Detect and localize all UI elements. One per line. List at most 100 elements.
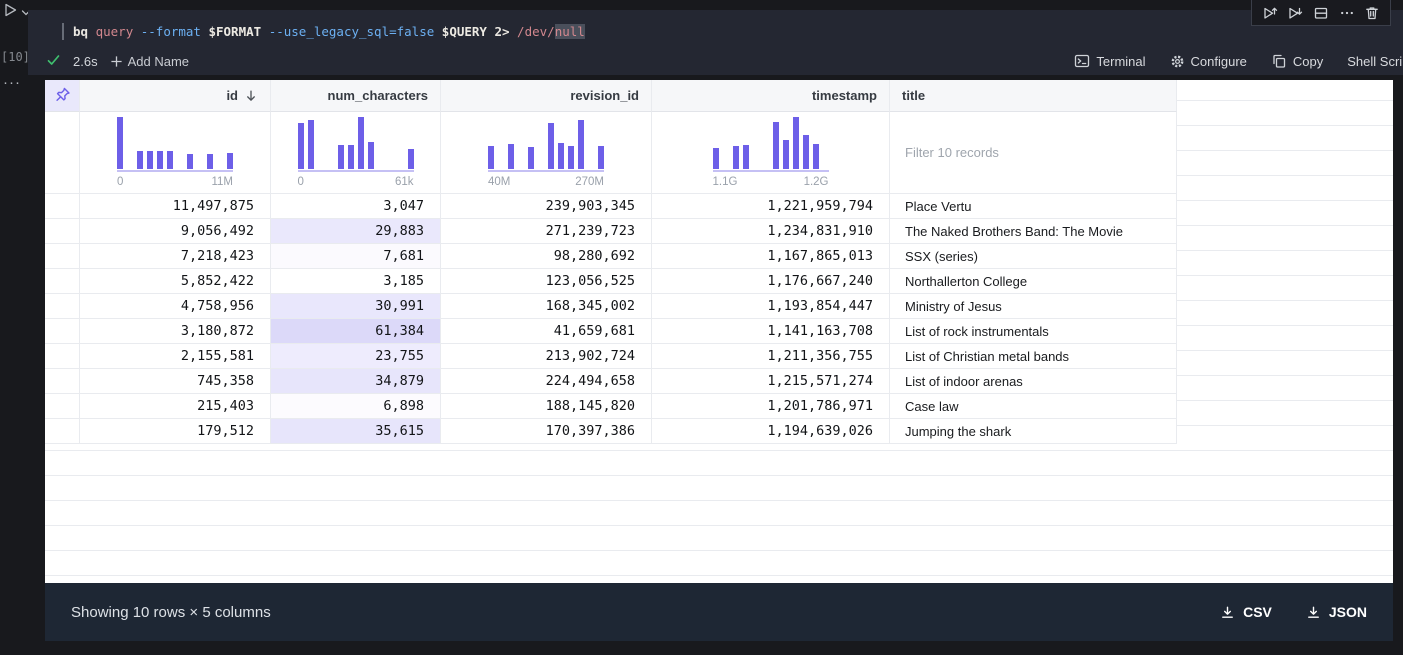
cell-timestamp[interactable]: 1,176,667,240 xyxy=(652,269,890,294)
histogram-id[interactable]: 0 11M xyxy=(80,112,271,194)
row-pin-cell[interactable] xyxy=(45,369,80,394)
cell-title[interactable]: List of rock instrumentals xyxy=(890,319,1177,344)
split-cell-button[interactable] xyxy=(1313,5,1329,21)
run-cell-button[interactable] xyxy=(4,3,31,22)
histogram-baseline xyxy=(117,170,233,172)
cell-revision_id[interactable]: 123,056,525 xyxy=(441,269,652,294)
code-line: bq query --format $FORMAT --use_legacy_s… xyxy=(73,22,585,41)
cell-id[interactable]: 179,512 xyxy=(80,419,271,444)
cell-timestamp[interactable]: 1,215,571,274 xyxy=(652,369,890,394)
run-above-button[interactable] xyxy=(1262,5,1278,21)
cell-num_characters[interactable]: 35,615 xyxy=(271,419,441,444)
cell-num_characters[interactable]: 34,879 xyxy=(271,369,441,394)
cell-timestamp[interactable]: 1,211,356,755 xyxy=(652,344,890,369)
histogram-bar xyxy=(147,151,153,169)
add-name-button[interactable]: Add Name xyxy=(110,54,189,69)
column-header-revision_id[interactable]: revision_id xyxy=(441,80,652,112)
cell-revision_id[interactable]: 98,280,692 xyxy=(441,244,652,269)
download-json-button[interactable]: JSON xyxy=(1306,604,1367,620)
row-pin-cell[interactable] xyxy=(45,319,80,344)
cell-num_characters[interactable]: 3,047 xyxy=(271,194,441,219)
column-header-label: revision_id xyxy=(570,88,639,103)
indent-guide xyxy=(62,23,64,40)
cell-num_characters[interactable]: 30,991 xyxy=(271,294,441,319)
row-pin-cell[interactable] xyxy=(45,219,80,244)
cell-timestamp[interactable]: 1,194,639,026 xyxy=(652,419,890,444)
cell-id[interactable]: 2,155,581 xyxy=(80,344,271,369)
table-row: 179,512 35,615 170,397,386 1,194,639,026 Jum… xyxy=(45,419,1177,444)
add-name-label: Add Name xyxy=(127,53,189,69)
terminal-button[interactable]: Terminal xyxy=(1074,53,1146,69)
cell-title[interactable]: List of Christian metal bands xyxy=(890,344,1177,369)
pin-column-summary-cell xyxy=(45,112,80,194)
results-table: id num_characters revision_id timestamp titl… xyxy=(45,80,1177,444)
cell-title[interactable]: List of indoor arenas xyxy=(890,369,1177,394)
cell-revision_id[interactable]: 188,145,820 xyxy=(441,394,652,419)
cell-id[interactable]: 3,180,872 xyxy=(80,319,271,344)
cell-id[interactable]: 5,852,422 xyxy=(80,269,271,294)
histogram-range-labels: 40M 270M xyxy=(488,176,604,188)
cell-revision_id[interactable]: 170,397,386 xyxy=(441,419,652,444)
more-options-button[interactable] xyxy=(1339,5,1355,21)
row-pin-cell[interactable] xyxy=(45,344,80,369)
filter-input[interactable]: Filter 10 records xyxy=(890,112,1177,194)
cell-title[interactable]: The Naked Brothers Band: The Movie xyxy=(890,219,1177,244)
cell-title[interactable]: SSX (series) xyxy=(890,244,1177,269)
cell-gutter-more-icon[interactable]: ··· xyxy=(3,74,21,91)
column-header-timestamp[interactable]: timestamp xyxy=(652,80,890,112)
cell-timestamp[interactable]: 1,201,786,971 xyxy=(652,394,890,419)
cell-num_characters[interactable]: 7,681 xyxy=(271,244,441,269)
cell-revision_id[interactable]: 213,902,724 xyxy=(441,344,652,369)
pin-column-header[interactable] xyxy=(45,80,80,112)
shell-script-button[interactable]: Shell Script xyxy=(1347,54,1403,69)
configure-button[interactable]: Configure xyxy=(1170,54,1247,69)
cell-toolbar xyxy=(1251,0,1391,26)
cell-id[interactable]: 4,758,956 xyxy=(80,294,271,319)
cell-num_characters[interactable]: 61,384 xyxy=(271,319,441,344)
cell-id[interactable]: 745,358 xyxy=(80,369,271,394)
code-editor[interactable]: bq query --format $FORMAT --use_legacy_s… xyxy=(62,22,585,41)
cell-timestamp[interactable]: 1,221,959,794 xyxy=(652,194,890,219)
column-header-id[interactable]: id xyxy=(80,80,271,112)
cell-revision_id[interactable]: 239,903,345 xyxy=(441,194,652,219)
row-pin-cell[interactable] xyxy=(45,269,80,294)
row-pin-cell[interactable] xyxy=(45,419,80,444)
histogram-bar xyxy=(558,143,564,169)
cell-title[interactable]: Jumping the shark xyxy=(890,419,1177,444)
cell-title[interactable]: Place Vertu xyxy=(890,194,1177,219)
histogram-revision_id[interactable]: 40M 270M xyxy=(441,112,652,194)
copy-button[interactable]: Copy xyxy=(1271,53,1323,69)
row-pin-cell[interactable] xyxy=(45,244,80,269)
trash-button[interactable] xyxy=(1364,5,1380,21)
histogram-bar xyxy=(137,151,143,169)
cell-revision_id[interactable]: 41,659,681 xyxy=(441,319,652,344)
histogram-range-labels: 1.1G 1.2G xyxy=(713,176,829,188)
cell-title[interactable]: Case law xyxy=(890,394,1177,419)
cell-timestamp[interactable]: 1,234,831,910 xyxy=(652,219,890,244)
cell-title[interactable]: Ministry of Jesus xyxy=(890,294,1177,319)
histogram-timestamp[interactable]: 1.1G 1.2G xyxy=(652,112,890,194)
cell-num_characters[interactable]: 23,755 xyxy=(271,344,441,369)
row-pin-cell[interactable] xyxy=(45,194,80,219)
cell-id[interactable]: 7,218,423 xyxy=(80,244,271,269)
cell-num_characters[interactable]: 29,883 xyxy=(271,219,441,244)
cell-num_characters[interactable]: 6,898 xyxy=(271,394,441,419)
cell-timestamp[interactable]: 1,193,854,447 xyxy=(652,294,890,319)
cell-id[interactable]: 11,497,875 xyxy=(80,194,271,219)
histogram-num_characters[interactable]: 0 61k xyxy=(271,112,441,194)
cell-timestamp[interactable]: 1,141,163,708 xyxy=(652,319,890,344)
cell-revision_id[interactable]: 271,239,723 xyxy=(441,219,652,244)
cell-num_characters[interactable]: 3,185 xyxy=(271,269,441,294)
row-pin-cell[interactable] xyxy=(45,394,80,419)
download-csv-button[interactable]: CSV xyxy=(1220,604,1272,620)
run-below-button[interactable] xyxy=(1287,5,1303,21)
row-pin-cell[interactable] xyxy=(45,294,80,319)
cell-id[interactable]: 9,056,492 xyxy=(80,219,271,244)
column-header-num_characters[interactable]: num_characters xyxy=(271,80,441,112)
cell-title[interactable]: Northallerton College xyxy=(890,269,1177,294)
column-header-title[interactable]: title xyxy=(890,80,1177,112)
cell-revision_id[interactable]: 168,345,002 xyxy=(441,294,652,319)
cell-id[interactable]: 215,403 xyxy=(80,394,271,419)
cell-timestamp[interactable]: 1,167,865,013 xyxy=(652,244,890,269)
cell-revision_id[interactable]: 224,494,658 xyxy=(441,369,652,394)
